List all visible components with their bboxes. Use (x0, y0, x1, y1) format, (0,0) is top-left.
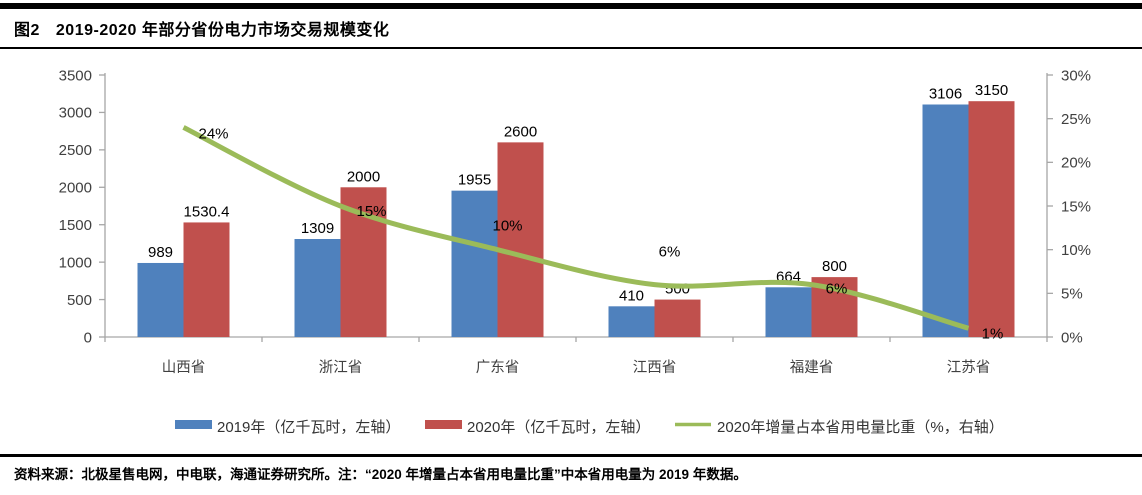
top-divider (0, 3, 1142, 9)
left-axis-tick-label: 0 (84, 329, 92, 346)
right-axis-tick-label: 20% (1061, 155, 1091, 172)
left-axis-tick-label: 2500 (59, 142, 92, 159)
bar-2019-山西省 (137, 262, 184, 337)
bar-value-label: 800 (822, 258, 847, 275)
line-point-label: 15% (356, 203, 386, 220)
bar-2019-福建省 (765, 287, 812, 337)
line-point-label: 24% (198, 125, 228, 142)
x-axis-category-label: 江西省 (633, 359, 677, 376)
bar-value-label: 500 (665, 281, 690, 298)
left-axis-tick-label: 2000 (59, 180, 92, 197)
right-axis-tick-label: 5% (1061, 286, 1083, 303)
bar-2019-江苏省 (922, 104, 969, 337)
bar-2019-浙江省 (294, 239, 341, 337)
left-axis-tick-label: 3500 (59, 67, 92, 84)
line-point-label: 10% (492, 218, 522, 235)
dual-axis-bar-line-chart: 0 500 1000 1500 2000 2500 3000 3500 0% 5% 10% 15% 20… (0, 55, 1142, 450)
bar-value-label: 1955 (458, 172, 491, 189)
bar-value-label: 2600 (504, 123, 537, 140)
source-note: 资料来源：北极星售电网，中电联，海通证券研究所。注：“2020 年增量占本省用电… (14, 467, 747, 482)
legend-label: 2019年（亿千瓦时，左轴） (217, 419, 400, 436)
bar-2020-广东省 (497, 142, 544, 337)
line-point-label: 1% (982, 325, 1004, 342)
x-axis-category-label: 浙江省 (319, 359, 363, 376)
bar-value-label: 410 (619, 287, 644, 304)
bar-value-label: 1530.4 (184, 203, 230, 220)
bar-value-label: 1309 (301, 220, 334, 237)
bar-value-label: 3106 (929, 85, 962, 102)
growth-ratio-line (182, 125, 970, 331)
bar-value-label: 2000 (347, 168, 380, 185)
line-point-label: 6% (826, 281, 848, 298)
left-axis-tick-label: 1000 (59, 254, 92, 271)
title-divider (0, 47, 1142, 49)
left-axis-tick-label: 1500 (59, 217, 92, 234)
legend-swatch-2019 (175, 420, 212, 429)
bar-2019-广东省 (451, 190, 498, 337)
line-point-label: 6% (659, 244, 681, 261)
right-axis-tick-label: 15% (1061, 198, 1091, 215)
x-axis-category-label: 福建省 (790, 359, 834, 376)
x-axis-category-label: 江苏省 (947, 359, 991, 376)
x-axis-category-label: 山西省 (162, 359, 206, 376)
bar-2020-江西省 (654, 299, 701, 337)
left-axis-tick-label: 500 (67, 292, 92, 309)
bar-2020-江苏省 (968, 101, 1015, 337)
legend-label: 2020年（亿千瓦时，左轴） (467, 419, 650, 436)
right-axis-tick-label: 10% (1061, 242, 1091, 259)
right-axis-tick-label: 30% (1061, 67, 1091, 84)
bar-2020-山西省 (183, 222, 230, 337)
figure-title-text: 2019-2020 年部分省份电力市场交易规模变化 (55, 22, 390, 39)
bar-value-label: 989 (148, 244, 173, 261)
bar-2019-江西省 (608, 306, 655, 337)
figure-title: 图2 2019-2020 年部分省份电力市场交易规模变化 (14, 16, 389, 40)
figure-number: 图2 (14, 22, 40, 39)
footer-divider (0, 454, 1142, 457)
left-axis-tick-label: 3000 (59, 105, 92, 122)
legend-label: 2020年增量占本省用电量比重（%，右轴） (717, 419, 1004, 436)
right-axis-tick-label: 0% (1061, 329, 1083, 346)
x-axis-category-label: 广东省 (476, 359, 520, 376)
legend-swatch-2020 (425, 420, 462, 429)
right-axis-tick-label: 25% (1061, 111, 1091, 128)
bar-value-label: 3150 (975, 82, 1008, 99)
